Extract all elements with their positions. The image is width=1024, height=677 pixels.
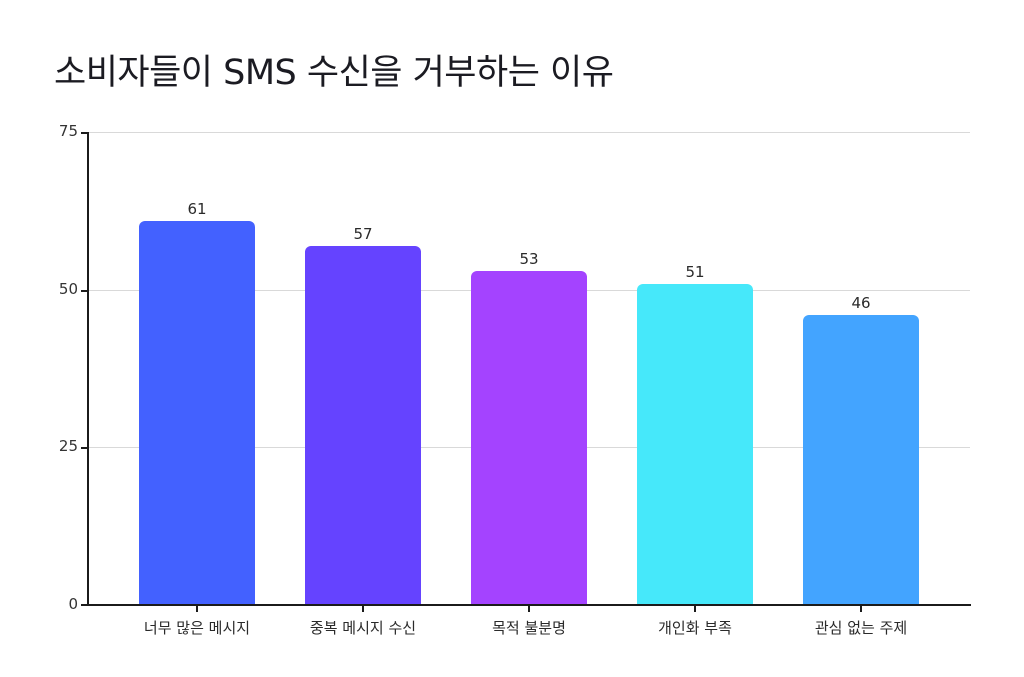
x-tick	[362, 605, 364, 612]
bar-value-label: 46	[851, 294, 871, 312]
y-tick-label: 75	[58, 122, 78, 140]
y-tick-label: 0	[68, 595, 78, 613]
bar-too-many-messages	[139, 221, 255, 605]
x-category-label: 관심 없는 주제	[814, 619, 908, 637]
bar-duplicate-messages	[305, 246, 421, 605]
bar-value-label: 61	[187, 200, 207, 218]
x-tick	[694, 605, 696, 612]
y-tick-label: 25	[58, 437, 78, 455]
gridline-75	[89, 132, 970, 133]
x-category-label: 개인화 부족	[658, 619, 732, 637]
y-tick	[81, 604, 88, 606]
x-tick	[528, 605, 530, 612]
x-category-label: 너무 많은 메시지	[143, 619, 251, 637]
y-tick-label: 50	[58, 280, 78, 298]
bar-value-label: 57	[353, 225, 373, 243]
bar-value-label: 53	[519, 250, 539, 268]
y-tick	[81, 290, 88, 292]
bar-lack-of-personalization	[637, 284, 753, 605]
y-tick	[81, 447, 88, 449]
x-tick	[860, 605, 862, 612]
x-category-label: 목적 불분명	[492, 619, 566, 637]
bar-value-label: 51	[685, 263, 705, 281]
bar-unclear-purpose	[471, 271, 587, 605]
y-axis	[87, 132, 89, 606]
bar-irrelevant-topics	[803, 315, 919, 605]
y-tick	[81, 132, 88, 134]
chart-title: 소비자들이 SMS 수신을 거부하는 이유	[54, 53, 614, 93]
x-tick	[196, 605, 198, 612]
x-category-label: 중복 메시지 수신	[309, 619, 417, 637]
